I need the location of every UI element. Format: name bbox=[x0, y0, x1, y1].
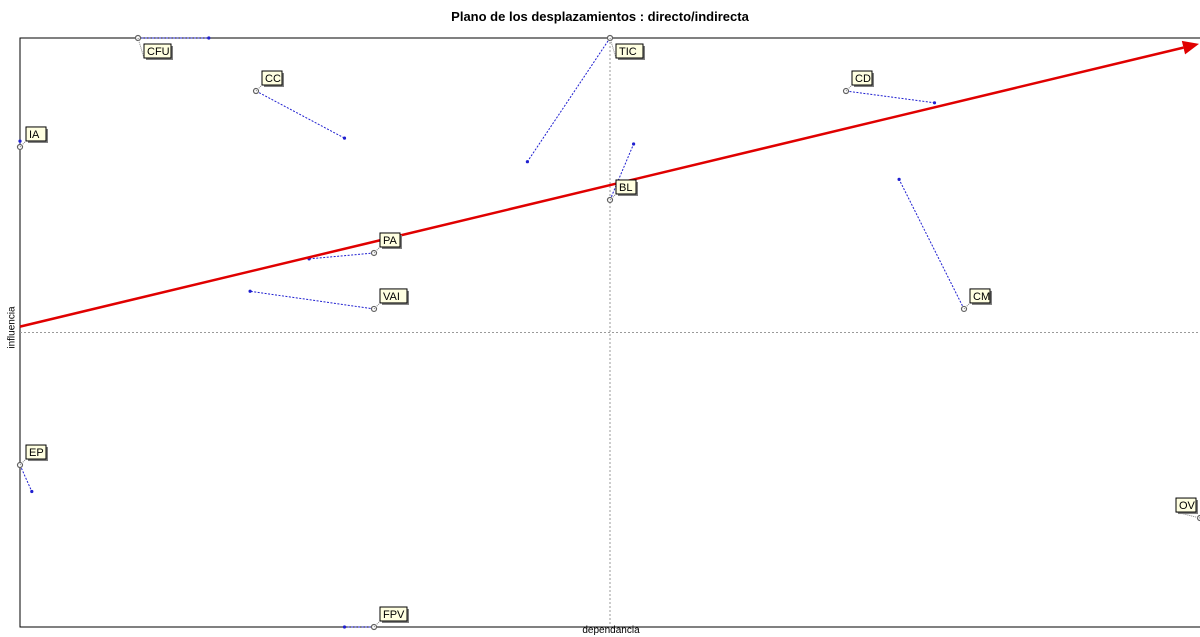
move-line-tic bbox=[526, 37, 611, 162]
label-text-ia: IA bbox=[29, 129, 40, 141]
label-box-ep bbox=[25, 444, 47, 460]
indirect-point-bl bbox=[632, 142, 636, 146]
trend-arrow-shaft bbox=[19, 46, 1184, 328]
chart-title: Plano de los desplazamientos : directo/i… bbox=[451, 9, 749, 24]
y-axis-label: influencia bbox=[6, 306, 18, 349]
label-leader-cm bbox=[963, 302, 971, 310]
label-box-tic bbox=[615, 43, 644, 59]
label-leader-pa bbox=[373, 246, 381, 254]
move-line-vai bbox=[250, 290, 375, 310]
label-box-cfu bbox=[143, 43, 172, 59]
indirect-point-cfu bbox=[207, 36, 211, 40]
label-text-cfu: CFU bbox=[147, 46, 170, 58]
label-box-fpv bbox=[379, 606, 408, 622]
indirect-point-ia bbox=[18, 139, 22, 143]
label-leader-cc bbox=[255, 84, 263, 92]
label-text-vai: VAI bbox=[383, 291, 400, 303]
x-axis-label: dependancia bbox=[582, 625, 640, 636]
label-text-ep: EP bbox=[29, 447, 44, 459]
label-text-tic: TIC bbox=[619, 46, 637, 58]
label-text-fpv: FPV bbox=[383, 609, 405, 621]
label-box-cm bbox=[969, 288, 991, 304]
label-leader-bl bbox=[609, 193, 617, 201]
move-line-bl bbox=[609, 143, 635, 201]
label-leader-tic bbox=[609, 37, 617, 59]
indirect-point-cm bbox=[897, 177, 901, 181]
indirect-point-cc bbox=[342, 136, 347, 140]
trend-arrow bbox=[19, 40, 1199, 328]
label-leader-ep bbox=[19, 458, 27, 466]
move-line-cc bbox=[255, 90, 345, 139]
label-leader-cfu bbox=[137, 37, 145, 59]
label-leader-vai bbox=[373, 302, 381, 310]
label-leader-fpv bbox=[373, 620, 381, 628]
label-box-ov bbox=[1175, 497, 1197, 513]
indirect-point-tic bbox=[525, 160, 530, 164]
label-text-bl: BL bbox=[619, 182, 632, 194]
indirect-point-vai bbox=[248, 289, 252, 293]
label-box-bl bbox=[615, 179, 637, 195]
indirect-point-fpv bbox=[342, 625, 347, 629]
move-line-ep bbox=[19, 464, 33, 492]
trend-arrow-head bbox=[1181, 40, 1199, 55]
indirect-point-ep bbox=[30, 489, 34, 494]
label-box-cc bbox=[261, 70, 283, 86]
label-text-ov: OV bbox=[1179, 500, 1196, 512]
label-leader-ia bbox=[19, 140, 27, 148]
label-box-ia bbox=[25, 126, 47, 142]
label-text-pa: PA bbox=[383, 235, 398, 247]
label-box-vai bbox=[379, 288, 408, 304]
label-box-pa bbox=[379, 232, 401, 248]
move-line-pa bbox=[309, 252, 375, 260]
indirect-point-cd bbox=[932, 101, 937, 105]
reference-lines bbox=[20, 38, 1200, 627]
move-line-cm bbox=[898, 179, 965, 310]
label-box-cd bbox=[851, 70, 873, 86]
label-text-cd: CD bbox=[855, 73, 871, 85]
label-text-cm: CM bbox=[973, 291, 990, 303]
label-text-cc: CC bbox=[265, 73, 281, 85]
point-labels: CFU CC IA TIC CD BL PA VAI CM EP OV FPV bbox=[19, 37, 1200, 628]
direct-point-ov bbox=[1196, 514, 1200, 522]
move-line-cd bbox=[845, 90, 935, 104]
label-leader-cd bbox=[845, 84, 853, 92]
